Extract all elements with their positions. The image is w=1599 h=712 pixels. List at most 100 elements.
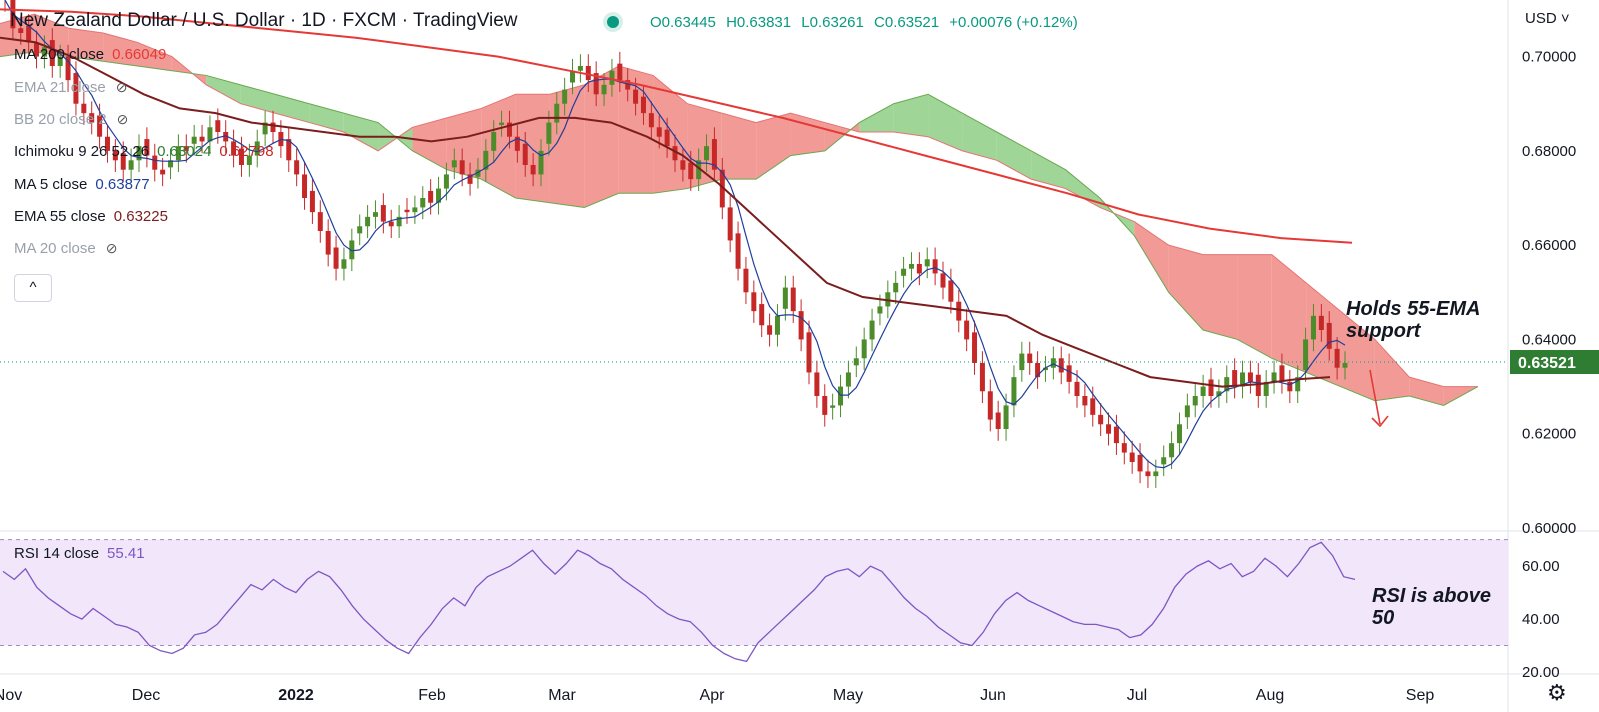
legend-ma20-label: MA 20 close [14,240,96,257]
candle-body [1003,405,1009,429]
hidden-eye-icon[interactable]: ⊘ [115,79,128,95]
candle-body [656,127,662,137]
legend-ichimoku[interactable]: Ichimoku 9 26 52 26 0.63024 0.62798 [14,143,274,160]
legend-ma5-label: MA 5 close [14,176,88,193]
candle-body [735,233,741,269]
candle-body [798,311,804,340]
candle-body [759,304,765,326]
candle-body [175,146,181,161]
cloud-edge-b [0,51,1479,406]
rsi-line [2,541,1356,663]
candle-body [522,143,528,165]
candle-body [830,405,836,408]
candle-body [1287,381,1293,392]
candle-body [751,292,757,312]
candle-body [309,190,315,213]
candle-body [964,320,970,340]
ma200-line [0,8,1353,244]
time-tick-label: Aug [1256,687,1284,704]
candle-body [640,96,646,114]
legend-rsi[interactable]: RSI 14 close 55.41 [14,545,145,562]
candle-body [191,136,197,144]
candle-body [1035,363,1041,378]
cloud-segment [653,75,688,194]
candle-body [664,129,670,147]
candle-body [412,207,418,213]
cloud-segment [309,103,344,132]
candle-body [499,122,505,125]
candle-body [601,84,607,95]
candle-body [436,188,442,203]
candle-body [1176,424,1182,444]
currency-selector[interactable]: USD ˅ [1525,10,1570,27]
candle-body [475,169,481,177]
candle-body [207,127,213,142]
candle-body [814,372,820,396]
candle-body [262,122,268,135]
time-tick-label: Dec [132,687,160,704]
candle-body [41,47,47,57]
hidden-eye-icon[interactable]: ⊘ [116,111,129,127]
legend-ma200[interactable]: MA 200 close 0.66049 [14,46,166,63]
legend-ema55[interactable]: EMA 55 close 0.63225 [14,208,168,225]
candle-body [1318,315,1324,330]
price-tick-label: 0.66000 [1522,237,1576,254]
legend-ma20[interactable]: MA 20 close ⊘ [14,240,117,257]
legend-ema[interactable]: EMA 21 close ⊘ [14,79,127,96]
candle-body [57,56,63,66]
cloud-segment [0,14,35,57]
last-price-tag [1510,350,1599,375]
price-tick-label: 0.64000 [1522,331,1576,348]
candle-body [1153,471,1159,477]
legend-bb[interactable]: BB 20 close 2 ⊘ [14,111,128,128]
ema55-line [0,36,1331,388]
candle-body [1090,398,1096,415]
collapse-legend-button[interactable]: ^ [14,274,52,302]
candle-body [365,216,371,227]
candle-body [546,122,552,144]
candle-body [152,155,158,170]
cloud-segment [1271,254,1307,373]
candle-body [317,212,323,231]
cloud-segment [824,122,860,151]
candle-body [948,280,954,302]
candle-body [743,268,749,293]
candle-body [877,306,883,314]
candle-body [1200,386,1206,396]
cloud-segment [68,28,104,62]
candle-body [908,264,914,269]
candle-body [893,282,899,293]
candle-body [617,63,623,81]
candle-body [459,160,465,175]
candle-body [183,146,189,151]
candle-body [49,40,55,66]
symbol-title[interactable]: New Zealand Dollar / U.S. Dollar · 1D · … [10,10,518,31]
rsi-pane [0,539,1508,663]
legend-ma200-label: MA 200 close [14,46,105,63]
legend-ma5[interactable]: MA 5 close 0.63877 [14,176,150,193]
candle-body [987,391,993,420]
candle-body [1169,443,1175,458]
candle-body [1192,396,1198,406]
candle-body [790,287,796,312]
cloud-segment [515,94,550,203]
settings-gear-icon[interactable]: ⚙ [1547,680,1567,705]
candle-body [1074,381,1080,396]
candle-body [562,89,568,104]
candle-body [1232,370,1238,387]
candle-body [333,247,339,269]
hidden-eye-icon[interactable]: ⊘ [105,240,118,256]
candle-body [1208,379,1214,396]
candle-body [1137,454,1143,472]
candle-body [467,174,473,184]
cloud-segment [1237,254,1272,359]
candle-body [672,146,678,161]
price-tick-label: 0.62000 [1522,426,1576,443]
candle-body [286,139,292,161]
price-tick-label: 0.70000 [1522,49,1576,66]
candle-body [1113,426,1119,444]
candle-body [782,287,788,309]
candle-body [34,42,40,57]
candle-body [1145,471,1151,477]
